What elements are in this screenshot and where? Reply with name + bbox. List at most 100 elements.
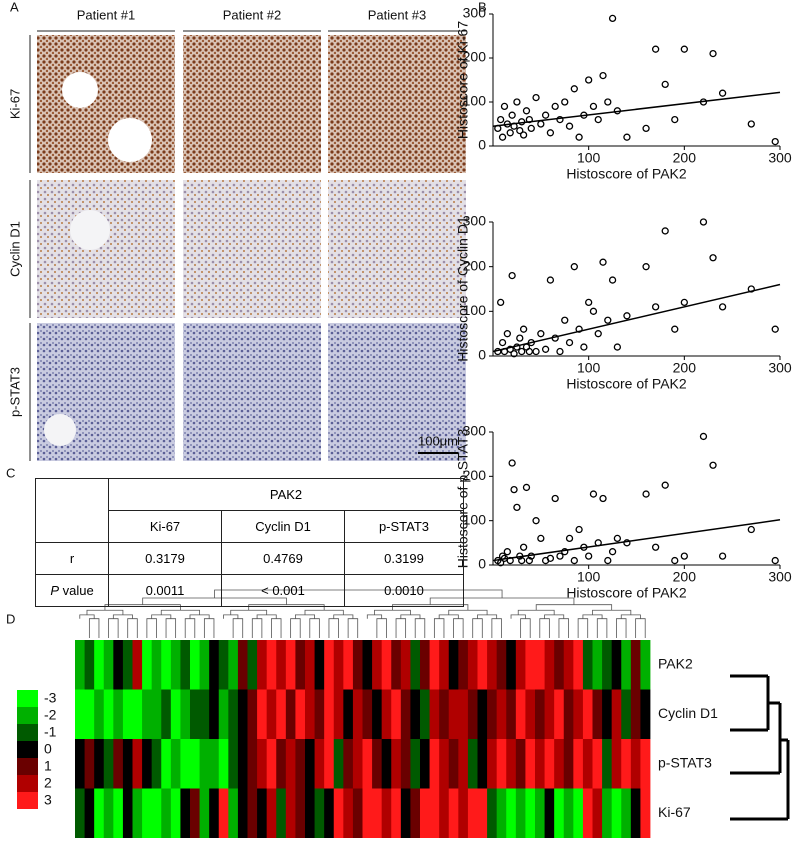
heatmap-cell xyxy=(199,788,210,838)
y-axis-label: Histoscore of Ki-67 xyxy=(455,21,471,139)
heatmap-cell xyxy=(429,689,440,739)
cell: < 0.001 xyxy=(221,574,345,607)
scatter-point xyxy=(519,325,528,333)
heatmap-cell xyxy=(305,689,315,739)
heatmap-cell xyxy=(305,788,315,838)
heatmap-cell xyxy=(362,689,373,739)
heatmap-cell xyxy=(295,689,306,739)
heatmap-cell xyxy=(535,640,545,690)
scatter-point xyxy=(747,120,755,128)
legend-label: 1 xyxy=(44,758,52,774)
heatmap-cell xyxy=(391,739,402,789)
heatmap-cell xyxy=(199,689,210,739)
scatter-point xyxy=(541,345,550,353)
scatter-point xyxy=(699,432,708,441)
scatter-point xyxy=(608,14,617,23)
heatmap-cell xyxy=(487,640,498,690)
heatmap-cell xyxy=(343,689,354,739)
heatmap-cell xyxy=(592,739,603,789)
ihc-image xyxy=(183,323,321,461)
dendrogram-branch xyxy=(251,618,263,638)
y-tick-label: 200 xyxy=(463,467,487,483)
heatmap-cell xyxy=(544,640,555,690)
scatter-point xyxy=(537,330,545,338)
heatmap-cell xyxy=(602,739,613,789)
heatmap-cell xyxy=(266,788,277,838)
scatter-point xyxy=(516,334,524,342)
dendrogram-branch xyxy=(510,614,526,619)
dendrogram-branch xyxy=(304,609,344,615)
heatmap-cell xyxy=(276,689,287,739)
heatmap-cell xyxy=(525,689,536,739)
dendrogram-branch xyxy=(290,618,301,638)
heatmap-cell xyxy=(352,739,363,789)
ihc-image xyxy=(328,323,466,461)
dendrogram-branch xyxy=(86,609,124,615)
heatmap-cell xyxy=(151,739,162,789)
heatmap-cell xyxy=(170,788,181,838)
heatmap-cell xyxy=(640,640,651,690)
heatmap-cell xyxy=(209,739,220,789)
heatmap-cell xyxy=(362,788,373,838)
scatter-point xyxy=(513,98,521,106)
scatter-point xyxy=(527,124,535,133)
ihc-image xyxy=(183,180,321,318)
heatmap-cell xyxy=(333,739,344,789)
dendrogram-branch xyxy=(108,618,119,638)
patient-label: Patient #1 xyxy=(77,7,136,22)
heatmap-cell xyxy=(333,788,344,838)
x-tick-label: 300 xyxy=(768,360,792,376)
dendrogram-branch xyxy=(165,618,177,638)
dendrogram-branch xyxy=(517,609,555,615)
heatmap-cell xyxy=(448,788,459,838)
table-header: PAK2 xyxy=(108,478,464,511)
scatter-point xyxy=(580,343,588,351)
heatmap-cell xyxy=(554,689,565,739)
dendrogram-branch xyxy=(347,618,359,638)
heatmap-cell xyxy=(324,739,335,789)
heatmap-cell xyxy=(132,640,143,690)
heatmap-cell xyxy=(582,788,593,838)
panel-label: B xyxy=(478,0,487,14)
heatmap-cell xyxy=(477,739,488,789)
legend-swatch xyxy=(17,792,38,809)
heatmap-cell xyxy=(554,640,565,690)
dendrogram-branch xyxy=(453,618,464,638)
heatmap-cell xyxy=(84,788,95,838)
heatmap-cell xyxy=(84,739,95,789)
patient-label: Patient #3 xyxy=(368,7,427,22)
scatter-point xyxy=(518,347,526,356)
heatmap-cell xyxy=(372,788,383,838)
dendrogram-branch xyxy=(295,614,315,619)
heatmap-cell xyxy=(410,788,421,838)
dendrogram-branch xyxy=(635,618,646,638)
heatmap-cell xyxy=(75,739,85,789)
cell: 0.0011 xyxy=(108,574,222,607)
marker-label: p-STAT3 xyxy=(7,367,22,417)
dendrogram-branch xyxy=(400,614,421,619)
scatter-point xyxy=(551,494,559,503)
scatter-point xyxy=(594,330,602,338)
heatmap-cell xyxy=(75,640,85,690)
dendrogram-branch xyxy=(232,618,244,638)
legend-label: 2 xyxy=(44,775,52,791)
scatter-point xyxy=(532,347,540,356)
heatmap-cell xyxy=(429,788,440,838)
y-tick-label: 100 xyxy=(463,93,487,109)
heatmap-cell xyxy=(611,640,622,690)
scatter-point xyxy=(699,218,708,226)
ihc-image xyxy=(37,35,175,173)
y-axis-label: Histoscore of Cyclin D1 xyxy=(455,216,471,362)
heatmap-cell xyxy=(420,640,430,690)
y-tick-label: 100 xyxy=(463,302,487,318)
heatmap-cell xyxy=(142,739,153,789)
heatmap-cell xyxy=(180,640,191,690)
scatter-point xyxy=(642,263,650,271)
heatmap-cell xyxy=(190,788,200,838)
heatmap-cell xyxy=(132,739,143,789)
heatmap-cell xyxy=(621,788,632,838)
scatter-point xyxy=(497,115,505,124)
scatter-point xyxy=(709,254,717,262)
y-tick-label: 100 xyxy=(463,511,487,527)
dendrogram-branch xyxy=(223,614,239,619)
